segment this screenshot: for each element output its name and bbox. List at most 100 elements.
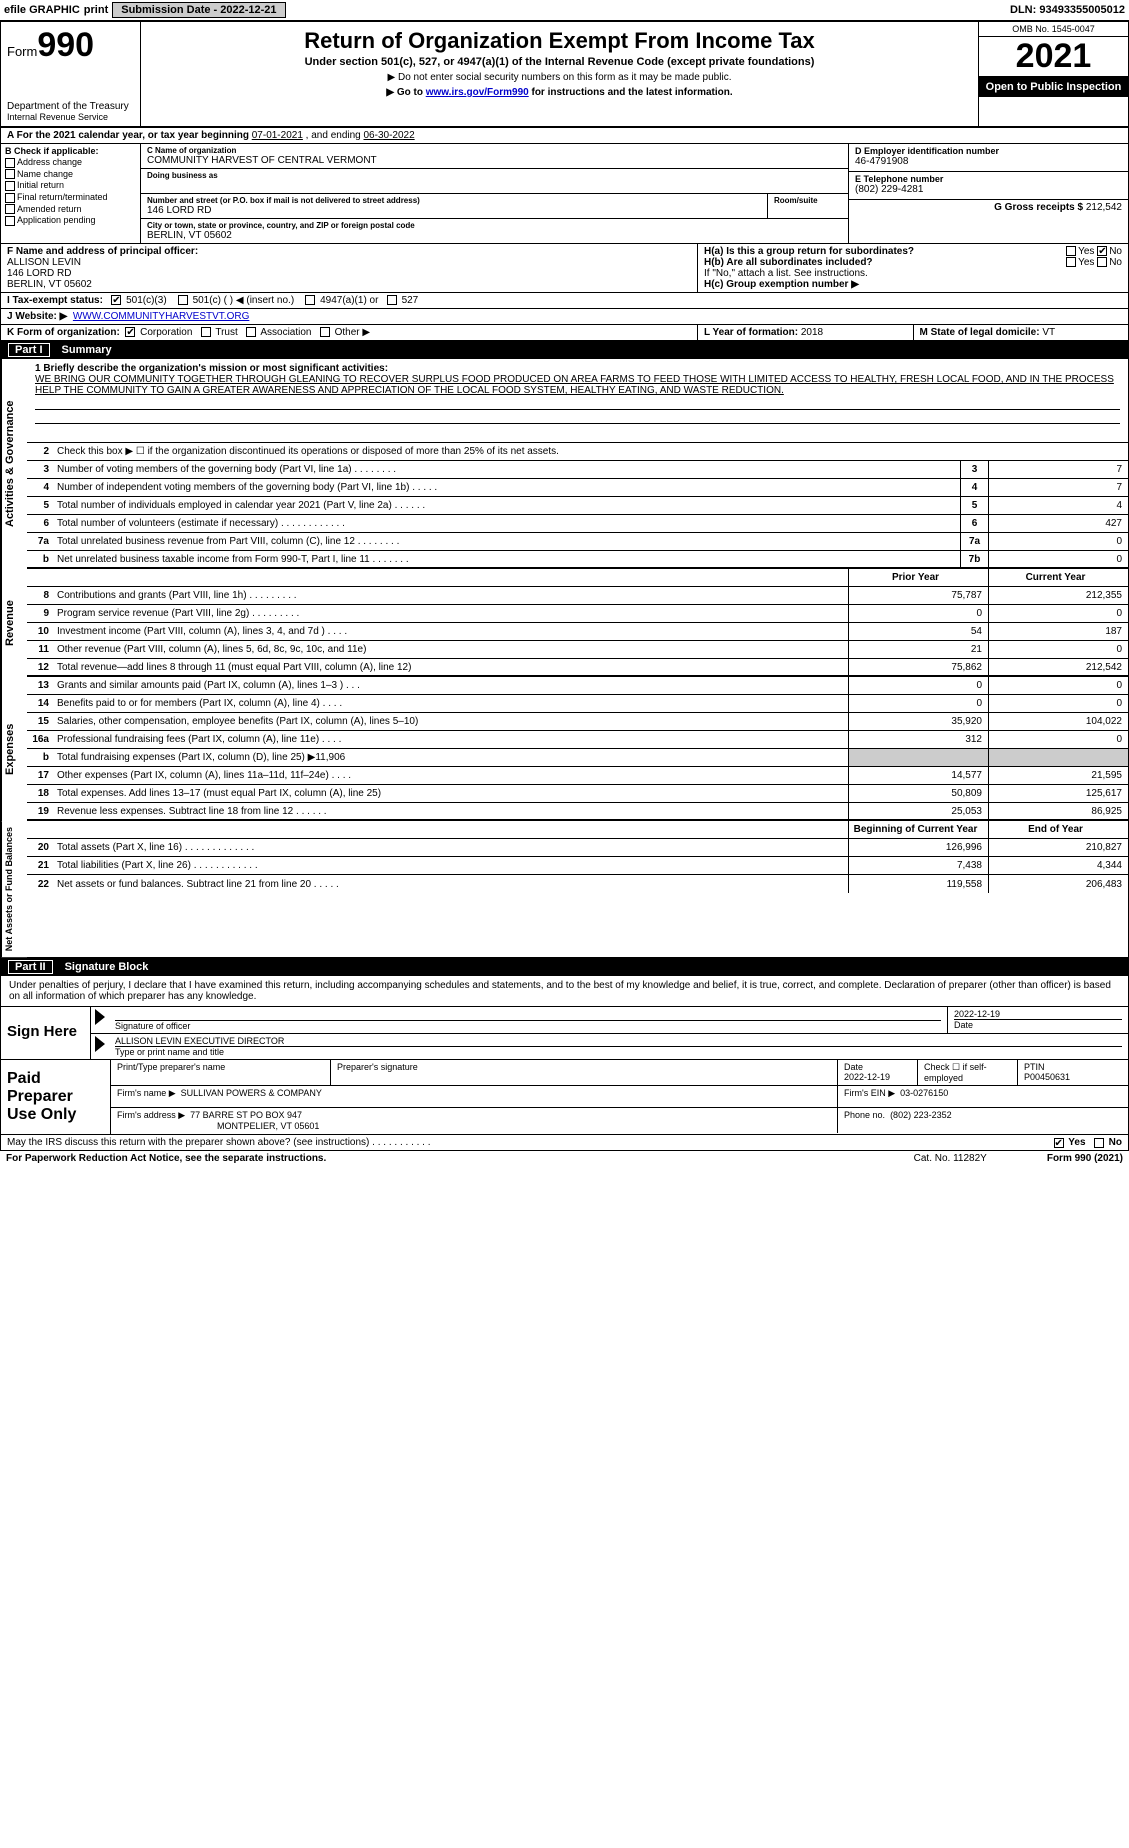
tax-year: 2021 (979, 37, 1128, 77)
paperwork-notice: For Paperwork Reduction Act Notice, see … (6, 1153, 326, 1164)
h-a: H(a) Is this a group return for subordin… (704, 246, 1122, 257)
line-10: 10Investment income (Part VIII, column (… (27, 623, 1128, 641)
box-b: B Check if applicable: Address change Na… (1, 144, 141, 243)
checkbox-icon[interactable] (5, 193, 15, 203)
period-row: A For the 2021 calendar year, or tax yea… (0, 128, 1129, 144)
net-assets-section: Net Assets or Fund Balances Beginning of… (0, 821, 1129, 958)
discuss-label: May the IRS discuss this return with the… (7, 1137, 431, 1148)
dln-label: DLN: 93493355005012 (1010, 4, 1125, 16)
box-e: E Telephone number (802) 229-4281 (849, 172, 1128, 200)
chk-name-change[interactable]: Name change (5, 169, 136, 180)
line-6: 6Total number of volunteers (estimate if… (27, 515, 1128, 533)
arrow-icon (95, 1009, 105, 1025)
j-label: J Website: ▶ (7, 311, 67, 322)
prep-row-1: Print/Type preparer's name Preparer's si… (111, 1060, 1128, 1086)
ein-value: 46-4791908 (855, 156, 1122, 167)
line-12: 12Total revenue—add lines 8 through 11 (… (27, 659, 1128, 677)
paid-preparer-right: Print/Type preparer's name Preparer's si… (111, 1060, 1128, 1134)
checkbox-icon[interactable] (5, 181, 15, 191)
box-i: I Tax-exempt status: 501(c)(3) 501(c) ( … (1, 293, 1128, 308)
checkbox-icon[interactable] (320, 327, 330, 337)
omb-number: OMB No. 1545-0047 (979, 22, 1128, 37)
tab-net-assets: Net Assets or Fund Balances (1, 821, 27, 957)
gov-body: 1 Briefly describe the organization's mi… (27, 359, 1128, 569)
checkbox-icon[interactable] (305, 295, 315, 305)
line-5: 5Total number of individuals employed in… (27, 497, 1128, 515)
sign-here-right: Signature of officer 2022-12-19 Date ALL… (91, 1007, 1128, 1059)
addr-row: Number and street (or P.O. box if mail i… (141, 194, 848, 219)
phone-value: (802) 229-4281 (855, 184, 1122, 195)
header-mid: Return of Organization Exempt From Incom… (141, 22, 978, 126)
checkbox-icon[interactable] (246, 327, 256, 337)
chk-amended-return[interactable]: Amended return (5, 204, 136, 215)
checkbox-icon[interactable] (1054, 1138, 1064, 1148)
org-name-cell: C Name of organization COMMUNITY HARVEST… (141, 144, 848, 169)
period-label-a: A For the 2021 calendar year, or tax yea… (7, 130, 252, 141)
box-lm: L Year of formation: 2018 M State of leg… (698, 325, 1128, 340)
checkbox-icon[interactable] (1066, 257, 1076, 267)
checkbox-icon[interactable] (1094, 1138, 1104, 1148)
prep-sig-hdr: Preparer's signature (331, 1060, 838, 1085)
box-l: L Year of formation: 2018 (698, 325, 914, 340)
line-20: 20Total assets (Part X, line 16) . . . .… (27, 839, 1128, 857)
checkbox-icon[interactable] (5, 169, 15, 179)
ein-label: D Employer identification number (855, 146, 1122, 156)
chk-final-return[interactable]: Final return/terminated (5, 192, 136, 203)
h-c: H(c) Group exemption number ▶ (704, 279, 1122, 290)
checkbox-icon[interactable] (387, 295, 397, 305)
part1-header: Part I Summary (0, 341, 1129, 359)
prep-ptin-cell: PTINP00450631 (1018, 1060, 1128, 1085)
part2-header: Part II Signature Block (0, 958, 1129, 976)
line-18: 18Total expenses. Add lines 13–17 (must … (27, 785, 1128, 803)
irs-link[interactable]: www.irs.gov/Form990 (426, 87, 529, 98)
type-name-label: Type or print name and title (115, 1047, 224, 1057)
activities-governance: Activities & Governance 1 Briefly descri… (0, 359, 1129, 569)
prep-row-3: Firm's address ▶ 77 BARRE ST PO BOX 947 … (111, 1108, 1128, 1133)
i-label: I Tax-exempt status: (7, 295, 103, 306)
chk-address-change[interactable]: Address change (5, 157, 136, 168)
chk-application-pending[interactable]: Application pending (5, 215, 136, 226)
part1-num: Part I (8, 343, 50, 357)
website-link[interactable]: WWW.COMMUNITYHARVESTVT.ORG (73, 311, 249, 322)
revenue-section: Revenue Prior Year Current Year 8Contrib… (0, 569, 1129, 677)
cat-number: Cat. No. 11282Y (914, 1153, 987, 1164)
addr-label: Number and street (or P.O. box if mail i… (147, 196, 761, 205)
checkbox-icon[interactable] (1066, 246, 1076, 256)
mission-block: 1 Briefly describe the organization's mi… (27, 359, 1128, 443)
checkbox-icon[interactable] (125, 327, 135, 337)
checkbox-icon[interactable] (201, 327, 211, 337)
dept-treasury: Department of the Treasury (7, 101, 134, 112)
checkbox-icon[interactable] (111, 295, 121, 305)
submission-date-button[interactable]: Submission Date - 2022-12-21 (112, 2, 285, 18)
line-9: 9Program service revenue (Part VIII, lin… (27, 605, 1128, 623)
dba-cell: Doing business as (141, 169, 848, 194)
checkbox-icon[interactable] (178, 295, 188, 305)
checkbox-icon[interactable] (5, 204, 15, 214)
line-11: 11Other revenue (Part VIII, column (A), … (27, 641, 1128, 659)
box-d: D Employer identification number 46-4791… (849, 144, 1128, 172)
net-col-hdr: Beginning of Current Year End of Year (27, 821, 1128, 839)
line-8: 8Contributions and grants (Part VIII, li… (27, 587, 1128, 605)
checkbox-icon[interactable] (5, 158, 15, 168)
period-end: 06-30-2022 (364, 130, 415, 141)
form-number: Form990 (7, 26, 134, 65)
form-footer: Form 990 (2021) (1047, 1153, 1123, 1164)
prep-row-2: Firm's name ▶ SULLIVAN POWERS & COMPANY … (111, 1086, 1128, 1108)
chk-initial-return[interactable]: Initial return (5, 180, 136, 191)
print-label[interactable]: print (84, 4, 108, 16)
firm-name-cell: Firm's name ▶ SULLIVAN POWERS & COMPANY (111, 1086, 838, 1107)
box-f: F Name and address of principal officer:… (1, 244, 698, 292)
prep-selfemp: Check ☐ if self-employed (918, 1060, 1018, 1085)
efile-label: efile GRAPHIC (4, 4, 80, 16)
checkbox-icon[interactable] (1097, 257, 1107, 267)
mission-label: 1 Briefly describe the organization's mi… (35, 363, 388, 374)
sig-officer-label: Signature of officer (115, 1021, 190, 1031)
checkbox-icon[interactable] (5, 216, 15, 226)
entity-grid: B Check if applicable: Address change Na… (0, 144, 1129, 244)
tab-expenses: Expenses (1, 677, 27, 821)
gross-label: G Gross receipts $ (994, 202, 1083, 213)
line-15: 15Salaries, other compensation, employee… (27, 713, 1128, 731)
checkbox-icon[interactable] (1097, 246, 1107, 256)
j-row: J Website: ▶ WWW.COMMUNITYHARVESTVT.ORG (0, 309, 1129, 325)
open-to-public: Open to Public Inspection (979, 77, 1128, 97)
